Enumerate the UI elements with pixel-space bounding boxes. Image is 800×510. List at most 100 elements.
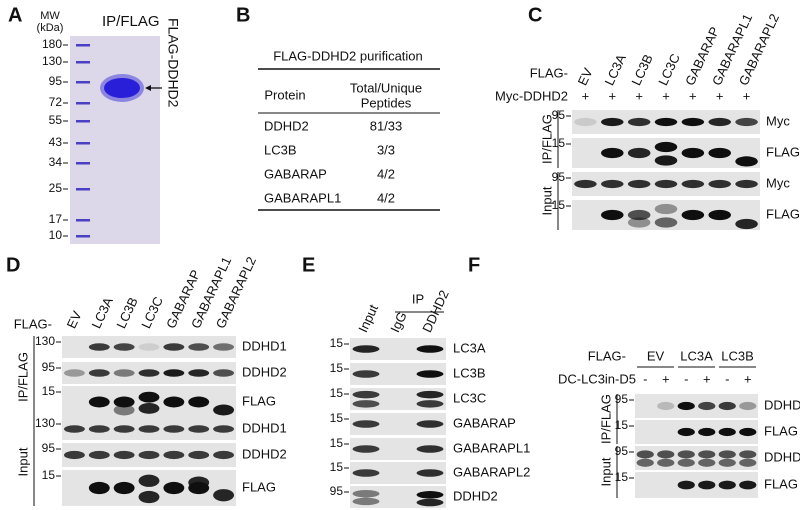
band [416, 345, 444, 353]
band [416, 445, 444, 453]
band [416, 420, 444, 428]
band [739, 401, 757, 411]
treatment-sign: + [744, 371, 752, 386]
ladder-band [76, 61, 90, 64]
marker-label: 95 [330, 484, 344, 498]
band [352, 489, 380, 498]
band [601, 147, 624, 159]
marker-label: 15 [330, 411, 344, 425]
band [735, 179, 758, 189]
blot-label: DDHD2 [242, 446, 287, 461]
marker-label: 15 [615, 470, 629, 484]
band [63, 450, 85, 460]
ladder-band [76, 102, 90, 105]
marker-label: 15 [42, 384, 56, 398]
band [138, 474, 160, 487]
band [698, 450, 716, 459]
gel-title: IP/FLAG [102, 13, 160, 30]
band [698, 458, 716, 467]
table-cell: GABARAP [264, 166, 327, 181]
blot [350, 462, 446, 484]
table-cell: 4/2 [377, 166, 395, 181]
marker-label: 95 [42, 441, 56, 455]
band [138, 343, 160, 351]
band [88, 481, 110, 495]
row-label: FLAG- [588, 348, 626, 363]
treatment-sign: + [662, 371, 670, 386]
treatment-sign: + [582, 88, 590, 103]
row-label: Myc-DDHD2 [495, 88, 568, 103]
band [718, 401, 736, 411]
mw-label: (kDa) [37, 22, 64, 34]
marker-label: 34 [49, 155, 63, 169]
band [654, 203, 678, 215]
marker-label: 95 [42, 360, 56, 374]
band [163, 425, 185, 433]
blot-label: LC3B [453, 365, 486, 380]
band [213, 425, 235, 433]
band [352, 345, 380, 353]
lane-label: LC3C [655, 51, 683, 87]
panel-letter: C [528, 4, 542, 26]
marker-label: 25 [49, 181, 63, 195]
band [627, 217, 651, 228]
band [677, 480, 695, 490]
band [138, 450, 160, 460]
band [88, 369, 110, 377]
marker-label: 95 [49, 74, 63, 88]
section-label: Input [15, 447, 30, 476]
band [213, 450, 235, 460]
band [654, 141, 678, 153]
blot-label: FLAG [764, 476, 798, 491]
lane-label: IgG [387, 309, 409, 334]
band [657, 401, 675, 411]
mw-label: MW [40, 10, 60, 22]
marker-label: 15 [330, 436, 344, 450]
table-cell: DDHD2 [264, 118, 309, 133]
band [654, 179, 678, 189]
table-header: Protein [264, 87, 305, 102]
panel-letter: B [236, 4, 250, 26]
treatment-sign: + [703, 371, 711, 386]
marker-label: 15 [330, 386, 344, 400]
marker-label: 55 [49, 113, 63, 127]
ladder-band [76, 142, 90, 145]
blot-label: FLAG [766, 144, 800, 159]
marker-label: 10 [49, 228, 63, 242]
band [416, 390, 444, 399]
band [627, 179, 651, 189]
band [163, 369, 185, 377]
band [138, 391, 160, 403]
band [188, 343, 210, 351]
band [677, 450, 695, 459]
blot [350, 413, 446, 435]
band [88, 450, 110, 460]
band [698, 427, 716, 437]
ladder-band [76, 219, 90, 222]
band [681, 209, 705, 221]
band [188, 476, 210, 489]
ip-label: IP [412, 291, 424, 306]
treatment-sign: - [643, 371, 647, 386]
panel-letter: D [6, 254, 20, 276]
band [113, 396, 135, 408]
treatment-sign: + [662, 88, 670, 103]
band [718, 458, 736, 467]
blot [350, 363, 446, 385]
ladder-band [76, 44, 90, 47]
ladder-band [76, 81, 90, 84]
band [681, 117, 705, 127]
blot-label: Myc [766, 113, 790, 128]
marker-label: 15 [42, 468, 56, 482]
blot-label: GABARAPL1 [453, 440, 530, 455]
band [213, 489, 235, 502]
band [188, 450, 210, 460]
band [739, 458, 757, 467]
band [416, 469, 444, 477]
band [113, 369, 135, 377]
table-cell: GABARAPL1 [264, 190, 341, 205]
band [681, 179, 705, 189]
band [104, 78, 140, 98]
band [708, 179, 731, 189]
